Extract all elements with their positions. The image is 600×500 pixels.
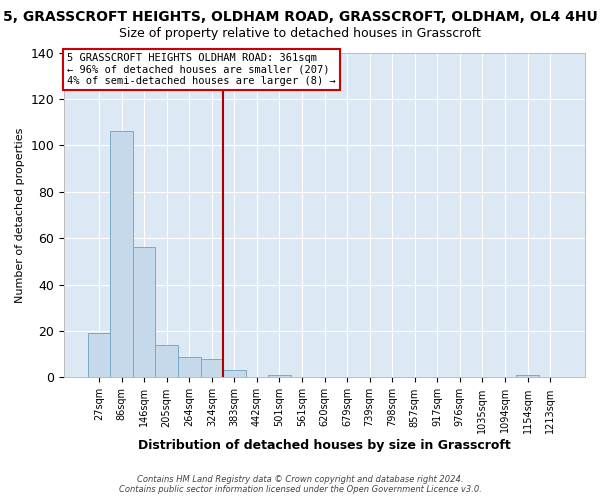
Text: 5, GRASSCROFT HEIGHTS, OLDHAM ROAD, GRASSCROFT, OLDHAM, OL4 4HU: 5, GRASSCROFT HEIGHTS, OLDHAM ROAD, GRAS… (2, 10, 598, 24)
Text: 5 GRASSCROFT HEIGHTS OLDHAM ROAD: 361sqm
← 96% of detached houses are smaller (2: 5 GRASSCROFT HEIGHTS OLDHAM ROAD: 361sqm… (67, 53, 335, 86)
Bar (200, 359, 223, 378)
Bar (516, 375, 539, 378)
Y-axis label: Number of detached properties: Number of detached properties (15, 128, 25, 302)
Bar (268, 375, 291, 378)
Text: Contains HM Land Registry data © Crown copyright and database right 2024.
Contai: Contains HM Land Registry data © Crown c… (119, 474, 481, 494)
Bar (133, 248, 155, 378)
Bar (155, 345, 178, 378)
Bar (88, 334, 110, 378)
Bar (178, 356, 200, 378)
Bar (223, 370, 245, 378)
X-axis label: Distribution of detached houses by size in Grasscroft: Distribution of detached houses by size … (138, 440, 511, 452)
Text: Size of property relative to detached houses in Grasscroft: Size of property relative to detached ho… (119, 28, 481, 40)
Bar (110, 132, 133, 378)
